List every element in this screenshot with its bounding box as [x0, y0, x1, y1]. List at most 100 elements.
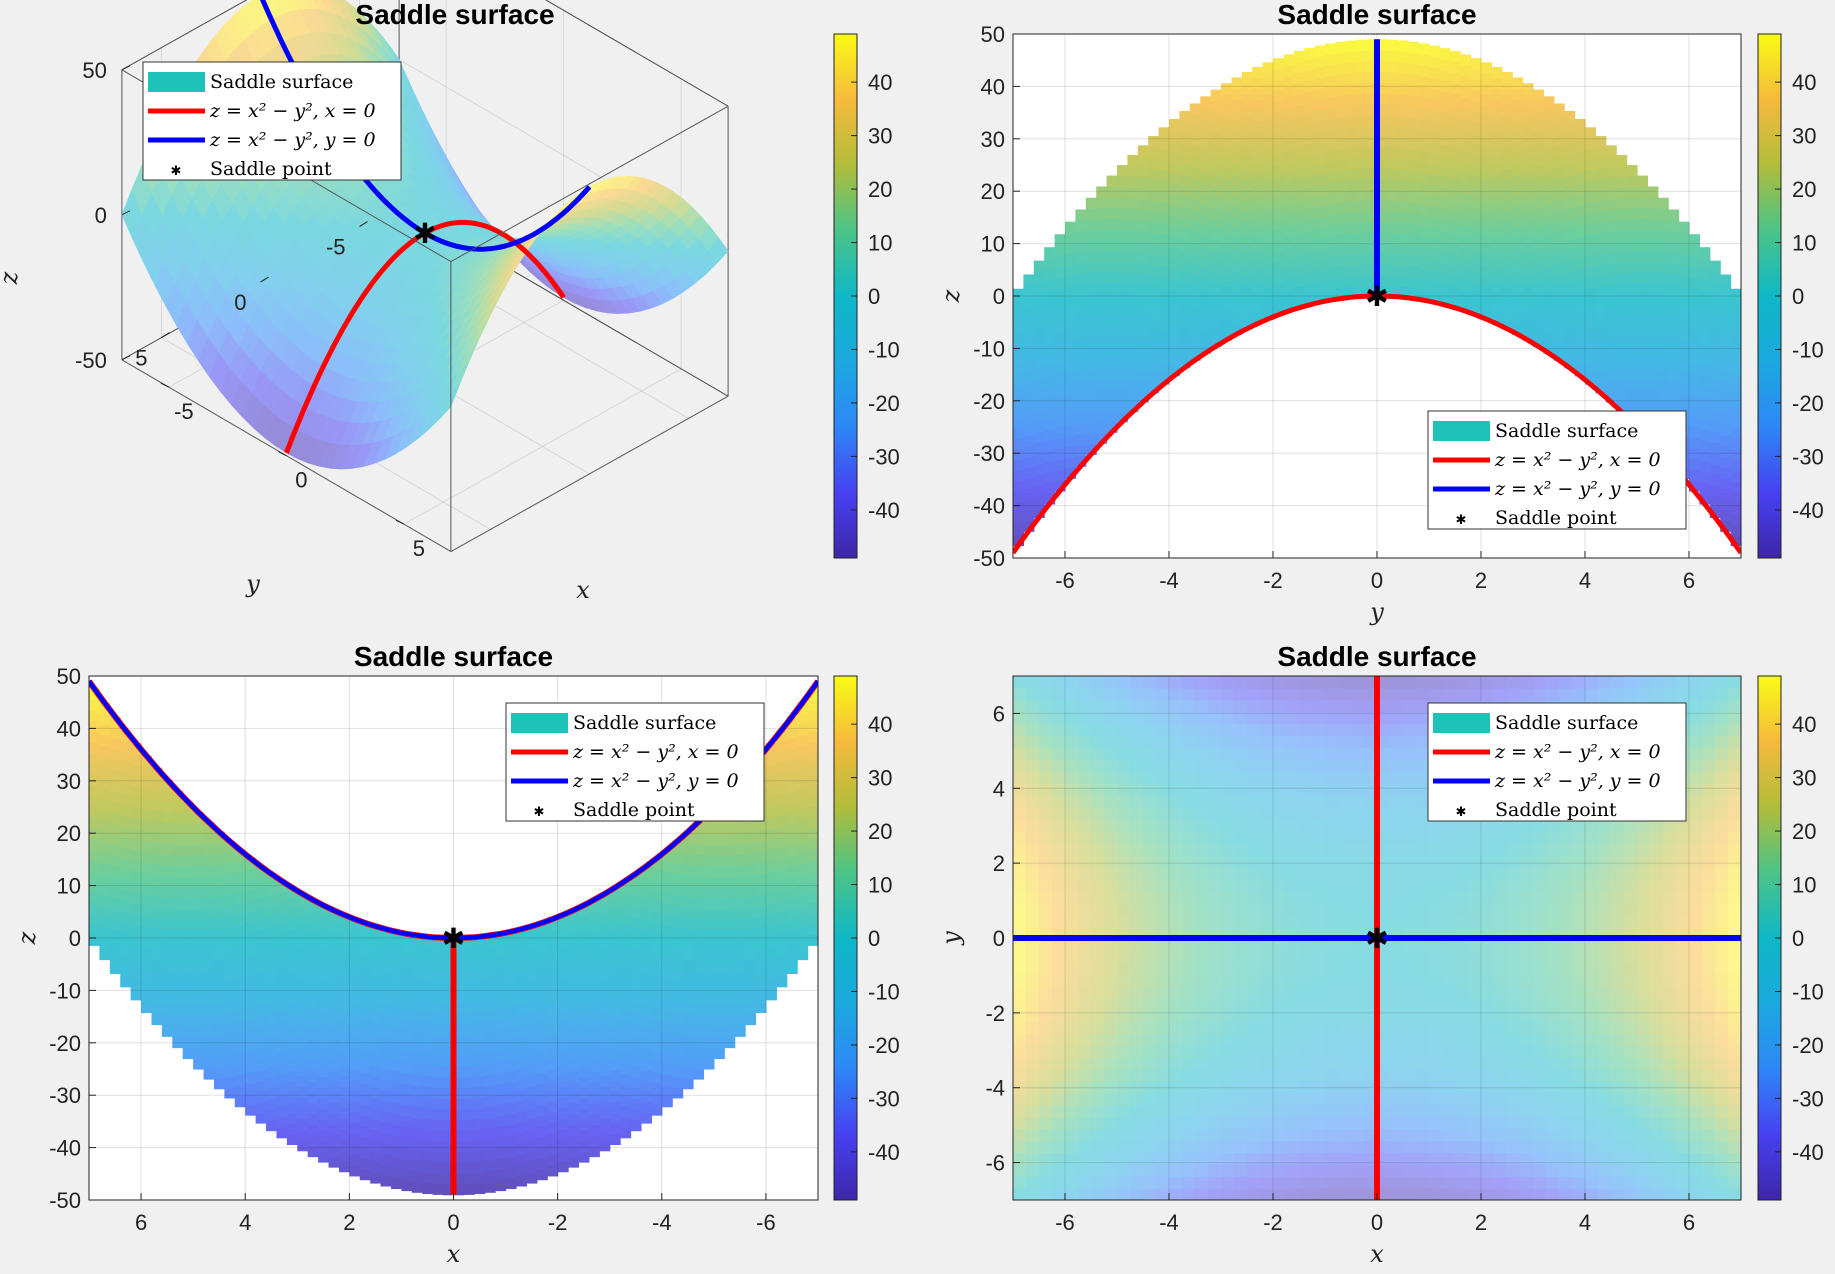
xy-heatmap-cell — [1234, 676, 1248, 689]
yz-surface-cell — [1096, 293, 1108, 305]
yz-surface-cell — [1564, 282, 1576, 294]
xy-heatmap-cell — [1169, 723, 1183, 737]
xy-heatmap-cell — [1429, 1092, 1443, 1106]
yz-surface-cell — [1699, 354, 1711, 366]
xz-surface-cell — [349, 1047, 361, 1059]
xy-heatmap-cell — [1208, 842, 1222, 856]
yz-surface-cell — [1304, 294, 1316, 306]
xz-surface-cell — [286, 983, 298, 996]
xz-surface-cell — [401, 1158, 413, 1170]
xy-heatmap-cell — [1169, 961, 1183, 975]
yz-surface-cell — [1564, 314, 1576, 326]
yz-surface-cell — [1543, 128, 1555, 140]
yz-surface-cell — [1730, 534, 1741, 547]
yz-surface-cell — [1148, 296, 1160, 308]
xy-heatmap-cell — [1182, 1188, 1196, 1200]
xz-surface-cell — [807, 859, 818, 871]
yz-surface-cell — [1054, 277, 1066, 289]
xy-heatmap-cell — [1169, 1045, 1183, 1058]
xz-surface-cell — [234, 903, 246, 915]
xz-surface-cell — [651, 1093, 663, 1105]
xz-surface-cell — [568, 920, 580, 933]
xz-surface-cell — [391, 1102, 403, 1115]
xz-surface-cell — [620, 1041, 632, 1053]
yz-surface-cell — [1148, 178, 1160, 191]
xz-surface-cell — [453, 1012, 465, 1025]
yz-surface-cell — [1595, 211, 1607, 223]
xy-heatmap-cell — [1429, 961, 1443, 975]
yz-surface-cell — [1595, 221, 1607, 234]
xy-heatmap-cell — [1351, 711, 1365, 725]
yz-surface-cell — [1252, 227, 1264, 239]
xy-heatmap-cell — [1052, 878, 1066, 891]
yz-surface-cell — [1075, 412, 1087, 425]
yz-surface-cell — [1408, 52, 1420, 64]
yz-surface-cell — [1387, 232, 1399, 244]
yz-surface-cell — [1491, 66, 1503, 79]
xy-heatmap-cell — [1247, 902, 1261, 915]
yz-surface-cell — [1460, 107, 1472, 120]
yz-surface-cell — [1054, 309, 1066, 321]
xy-heatmap-cell — [1130, 1069, 1144, 1082]
yz-surface-cell — [1210, 196, 1222, 208]
yz-surface-cell — [1335, 223, 1347, 235]
yz-surface-cell — [1293, 168, 1305, 181]
xy-heatmap-cell — [1416, 1009, 1430, 1022]
yz-surface-cell — [1169, 300, 1180, 313]
yz-surface-cell — [1481, 265, 1492, 277]
xy-heatmap-cell — [1208, 676, 1222, 689]
xz-surface-cell — [713, 833, 725, 846]
yz-surface-cell — [1366, 285, 1378, 297]
xz-surface-cell — [411, 1042, 423, 1054]
xy-heatmap-cell — [1260, 795, 1274, 808]
yz-surface-cell — [1637, 207, 1648, 219]
yz-surface-cell — [1314, 259, 1326, 271]
yz-surface-cell — [1366, 274, 1378, 286]
yz-surface-cell — [1179, 121, 1191, 133]
yz-surface-cell — [1117, 357, 1128, 369]
xz-surface-cell — [391, 1177, 403, 1190]
yz-surface-cell — [1377, 82, 1388, 94]
yz-surface-cell — [1439, 144, 1451, 156]
xz-surface-cell — [370, 1033, 382, 1045]
yz-surface-cell — [1730, 502, 1741, 514]
xz-surface-cell — [370, 1161, 382, 1173]
yz-surface-cell — [1325, 171, 1336, 184]
yz-surface-cell — [1345, 72, 1357, 84]
yz-surface-cell — [1262, 212, 1274, 224]
yz-surface-cell — [1418, 139, 1430, 152]
xz-surface-cell — [526, 1022, 538, 1034]
xz-surface-cell — [401, 987, 413, 999]
yz-surface-cell — [1127, 197, 1139, 210]
xz-surface-cell — [401, 1019, 413, 1031]
xz-surface-cell — [557, 946, 569, 959]
xy-heatmap-cell — [1377, 997, 1391, 1011]
xz-surface-cell — [411, 1149, 423, 1161]
xz-surface-cell — [495, 976, 507, 988]
xy-heatmap-cell — [1351, 878, 1365, 891]
xy-heatmap-cell — [1325, 938, 1339, 951]
xy-heatmap-cell — [1390, 676, 1404, 689]
xy-heatmap-cell — [1299, 938, 1313, 951]
xy-heatmap-cell — [1130, 985, 1144, 999]
yz-surface-cell — [1626, 261, 1638, 273]
yz-surface-cell — [1408, 105, 1420, 118]
xz-surface-cell — [672, 841, 684, 853]
xz-surface-cell — [349, 961, 361, 974]
yz-surface-cell — [1106, 357, 1118, 369]
xy-heatmap-cell — [1390, 997, 1404, 1011]
yz-surface-cell — [1709, 356, 1721, 369]
yz-surface-cell — [1449, 275, 1461, 287]
xy-heatmap-cell — [1312, 783, 1326, 796]
xz-surface-cell — [547, 951, 559, 963]
xy-heatmap-cell — [1286, 890, 1300, 903]
yz-surface-cell — [1512, 248, 1524, 260]
xy-heatmap-cell — [1377, 890, 1391, 903]
yz-surface-cell — [1169, 311, 1180, 323]
xy-heatmap-cell — [1234, 807, 1248, 820]
xz-surface-cell — [203, 875, 215, 888]
yz-legend-label-0: Saddle surface — [1495, 420, 1638, 442]
xz-surface-cell — [588, 1135, 600, 1147]
xz-surface-cell — [338, 1011, 350, 1023]
xy-heatmap-cell — [1208, 902, 1222, 915]
